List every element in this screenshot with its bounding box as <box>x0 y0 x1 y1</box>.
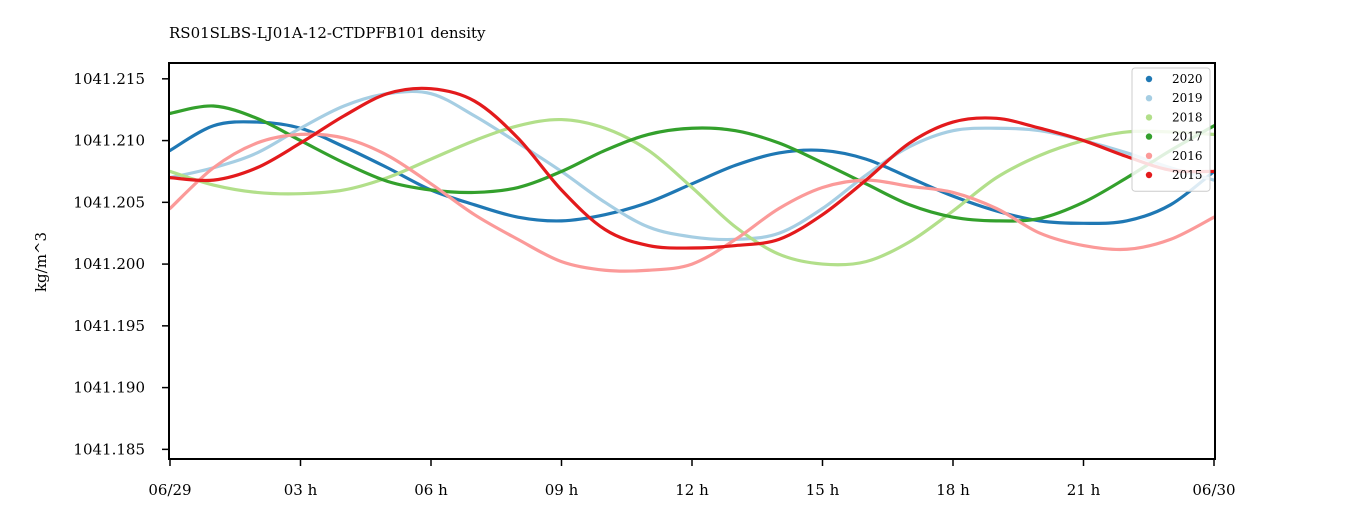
x-tick-label: 18 h <box>936 481 970 499</box>
plot-frame <box>168 62 1216 460</box>
legend-marker-2019 <box>1145 95 1153 102</box>
x-tick-label: 09 h <box>545 481 579 499</box>
series-layer <box>170 86 1214 273</box>
legend-label: 2018 <box>1172 110 1203 124</box>
legend-marker-2017 <box>1145 133 1153 140</box>
series-line-2017 <box>170 104 1214 223</box>
y-tick-label: 1041.200 <box>73 255 145 273</box>
legend-label: 2017 <box>1172 130 1203 144</box>
legend-label: 2020 <box>1172 72 1203 86</box>
chart-title: RS01SLBS-LJ01A-12-CTDPFB101 density <box>169 24 486 42</box>
y-tick-label: 1041.185 <box>73 440 145 458</box>
y-tick-label: 1041.210 <box>73 132 145 150</box>
y-axis: 1041.185 1041.190 1041.195 1041.200 1041.205… <box>73 70 169 458</box>
x-tick-label: 06/29 <box>148 481 191 499</box>
x-axis: 06/29 03 h 06 h 09 h 12 h 15 h 18 h 21 h 06/30 <box>148 459 1236 499</box>
series-line-2020 <box>170 120 1214 225</box>
legend-marker-2015 <box>1145 171 1153 179</box>
x-tick-label: 03 h <box>284 481 318 499</box>
series-line-2016 <box>170 132 1214 273</box>
legend-label: 2019 <box>1172 91 1203 105</box>
y-tick-label: 1041.190 <box>73 379 145 397</box>
y-tick-label: 1041.195 <box>73 317 145 335</box>
x-tick-label: 06/30 <box>1192 481 1235 499</box>
series-line-2015 <box>170 86 1214 250</box>
y-tick-label: 1041.205 <box>73 193 145 211</box>
x-tick-label: 12 h <box>675 481 709 499</box>
y-tick-label: 1041.215 <box>73 70 145 88</box>
legend-label: 2016 <box>1172 149 1203 163</box>
y-axis-label: kg/m^3 <box>32 232 50 292</box>
x-tick-label: 06 h <box>414 481 448 499</box>
x-tick-label: 15 h <box>806 481 840 499</box>
legend-marker-2020 <box>1145 75 1153 83</box>
x-tick-label: 21 h <box>1067 481 1101 499</box>
series-line-2018 <box>170 117 1214 267</box>
legend-marker-2018 <box>1145 114 1153 121</box>
legend: 2020 2019 2018 2017 2016 2015 <box>1131 67 1211 192</box>
series-line-2019 <box>170 89 1214 242</box>
legend-label: 2015 <box>1172 168 1203 182</box>
legend-marker-2016 <box>1145 152 1153 159</box>
